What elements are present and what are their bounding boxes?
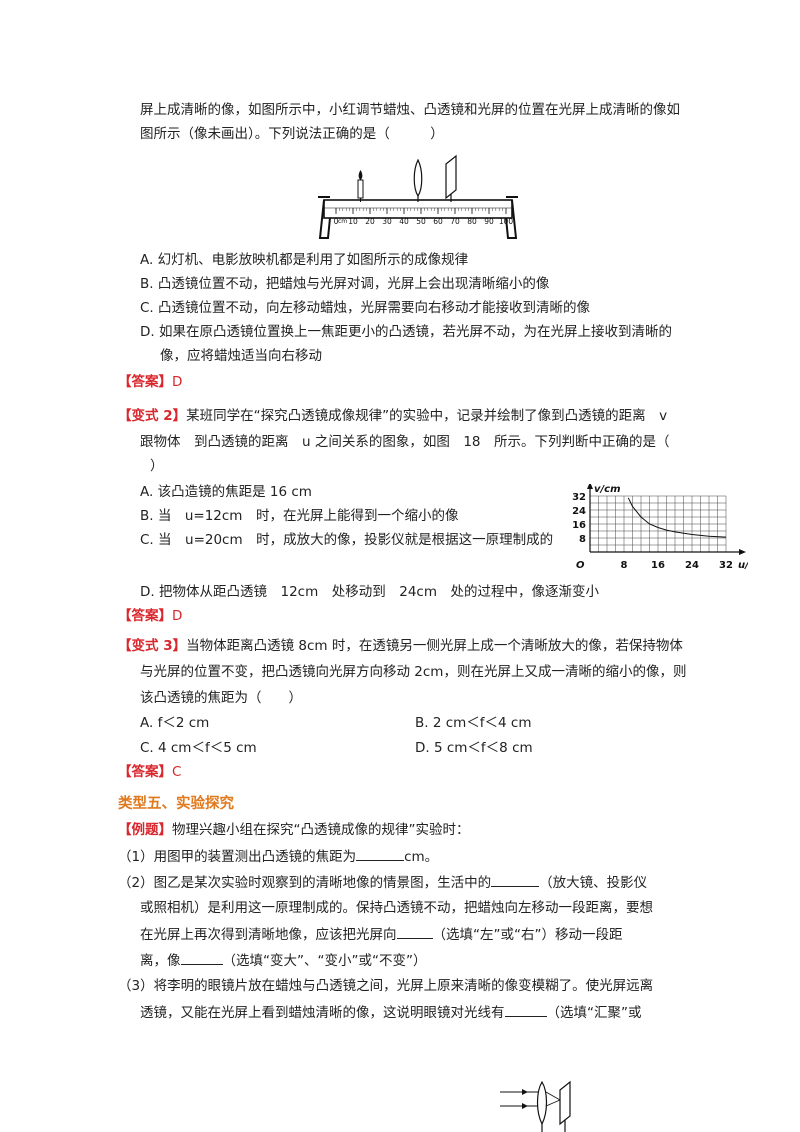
- q2-tag: 【变式 2】: [118, 408, 187, 424]
- q2-option-b: B. 当 u=12cm 时，在光屏上能得到一个缩小的像: [140, 508, 459, 524]
- optical-bench-figure: 0 10 20 30 40 50 60 70 80 90 100 cm: [318, 154, 518, 239]
- q3-option-a: A. f＜2 cm: [140, 715, 210, 731]
- q2-stem-line2: 跟物体 到凸透镜的距离 u 之间关系的图象，如图 18 所示。下列判断中正确的是…: [140, 434, 670, 450]
- bench-tick-label: 20: [365, 217, 375, 226]
- q2-stem-line3: ）: [150, 458, 164, 474]
- q1-option-a: A. 幻灯机、电影放映机都是利用了如图所示的成像规律: [140, 252, 469, 268]
- q2-option-c: C. 当 u=20cm 时，成放大的像，投影仪就是根据这一原理制成的: [140, 532, 554, 548]
- bench-tick-label: 50: [416, 217, 426, 226]
- q3-tag: 【变式 3】: [118, 638, 187, 654]
- bench-tick-label: 100: [499, 217, 514, 226]
- x-tick-label: 16: [651, 560, 665, 571]
- y-axis-label: v/cm: [594, 484, 621, 495]
- y-tick-label: 32: [572, 492, 586, 503]
- bench-tick-label: 10: [348, 217, 358, 226]
- answer-value: D: [172, 608, 183, 624]
- x-axis-label: u/cm: [738, 560, 748, 571]
- q1-stem-line1: 屏上成清晰的像，如图所示中，小红调节蜡烛、凸透镜和光屏的位置在光屏上成清晰的像如: [140, 102, 680, 118]
- bench-tick-label: 40: [399, 217, 409, 226]
- q1-option-b: B. 凸透镜位置不动，把蜡烛与光屏对调，光屏上会出现清晰缩小的像: [140, 276, 550, 292]
- q1-option-d-cont: 像，应将蜡烛适当向右移动: [160, 348, 322, 364]
- answer-blank[interactable]: [180, 950, 223, 965]
- q3-option-b: B. 2 cm＜f＜4 cm: [415, 715, 532, 731]
- y-tick-label: 24: [572, 506, 586, 517]
- example-intro: 【例题】物理兴趣小组在探究“凸透镜成像的规律”实验时：: [118, 822, 470, 838]
- uv-curve-line: [627, 497, 727, 538]
- example-p1: （1）用图甲的装置测出凸透镜的焦距为 cm。: [118, 846, 438, 867]
- answer-blank[interactable]: [356, 846, 405, 861]
- uv-graph-chart: 32 24 16 8 8 16 24 32 Ou/cm v/cm: [572, 484, 748, 571]
- example-tag: 【例题】: [118, 822, 172, 838]
- q2-stem-line1: 【变式 2】某班同学在“探究凸透镜成像规律”的实验中，记录并绘制了像到凸透镜的距…: [118, 408, 668, 424]
- y-tick-label: 16: [572, 520, 586, 531]
- q1-option-d: D. 如果在原凸透镜位置换上一焦距更小的凸透镜，若光屏不动，为在光屏上接收到清晰…: [140, 324, 672, 340]
- answer-value: D: [172, 374, 183, 390]
- example-p2-line3: 在光屏上再次得到清晰地像，应该把光屏向 （选填“左”或“右”）移动一段距: [140, 924, 622, 945]
- example-p2-line4: 离，像 （选填“变大”、“变小”或“不变”）: [140, 950, 426, 971]
- q1-answer: 【答案】D: [118, 372, 182, 392]
- x-tick-label: 24: [685, 560, 699, 571]
- x-tick-label: 32: [719, 560, 733, 571]
- bench-tick-label: 70: [450, 217, 460, 226]
- answer-blank[interactable]: [396, 924, 433, 939]
- bench-unit-label: cm: [338, 218, 347, 225]
- answer-label: 【答案】: [118, 374, 172, 390]
- example-p2-line2: 或照相机）是利用这一原理制成的。保持凸透镜不动，把蜡烛向左移动一段距离，要想: [140, 900, 653, 916]
- lens-rays-figure: [500, 1080, 571, 1132]
- q3-option-c: C. 4 cm＜f＜5 cm: [140, 740, 257, 756]
- q2-answer: 【答案】D: [118, 606, 182, 626]
- y-tick-label: 8: [579, 534, 586, 545]
- bench-tick-label: 0: [334, 217, 339, 226]
- q2-option-d: D. 把物体从距凸透镜 12cm 处移动到 24cm 处的过程中，像逐渐变小: [140, 584, 599, 600]
- example-p3-line2: 透镜，又能在光屏上看到蜡烛清晰的像，这说明眼镜对光线有 （选填“汇聚”或: [140, 1002, 642, 1023]
- example-p3-line1: （3）将李明的眼镜片放在蜡烛与凸透镜之间，光屏上原来清晰的像变模糊了。使光屏远离: [118, 978, 654, 994]
- bench-tick-label: 60: [433, 217, 443, 226]
- bench-tick-label: 90: [484, 217, 494, 226]
- example-p2-line1: （2）图乙是某次实验时观察到的清晰地像的情景图，生活中的 （放大镜、投影仪: [118, 872, 647, 893]
- x-tick-label: 8: [621, 560, 628, 571]
- q1-option-c: C. 凸透镜位置不动，向左移动蜡烛，光屏需要向右移动才能接收到清晰的像: [140, 300, 591, 316]
- section-heading: 类型五、实验探究: [118, 796, 234, 812]
- answer-blank[interactable]: [504, 1002, 547, 1017]
- answer-blank[interactable]: [491, 872, 540, 887]
- answer-label: 【答案】: [118, 764, 172, 780]
- q3-answer: 【答案】C: [118, 762, 181, 782]
- q2-option-a: A. 该凸造镜的焦距是 16 cm: [140, 484, 312, 500]
- origin-label: O: [576, 560, 585, 571]
- answer-value: C: [172, 764, 182, 780]
- bench-tick-label: 80: [467, 217, 477, 226]
- q3-stem-line2: 与光屏的位置不变，把凸透镜向光屏方向移动 2cm，则在光屏上又成一清晰的缩小的像…: [140, 664, 687, 680]
- q3-option-d: D. 5 cm＜f＜8 cm: [415, 740, 533, 756]
- bench-tick-label: 30: [382, 217, 392, 226]
- answer-label: 【答案】: [118, 608, 172, 624]
- q3-stem-line3: 该凸透镜的焦距为（ ）: [140, 690, 302, 706]
- q3-stem-line1: 【变式 3】当物体距离凸透镜 8cm 时，在透镜另一侧光屏上成一个清晰放大的像，…: [118, 638, 683, 654]
- q1-stem-line2: 图所示（像未画出）。下列说法正确的是（ ）: [140, 126, 444, 142]
